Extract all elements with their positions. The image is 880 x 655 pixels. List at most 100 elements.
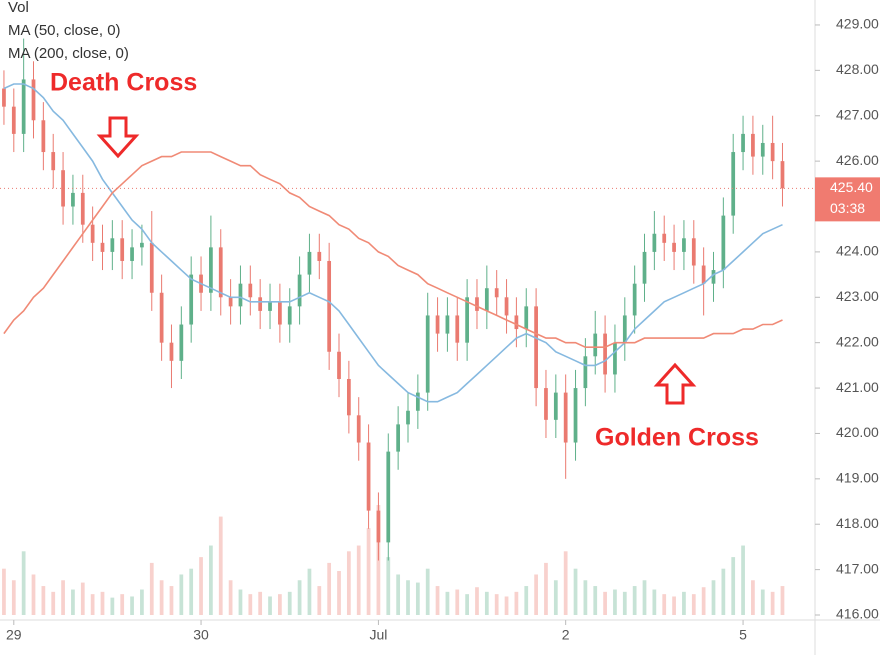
candle-body	[110, 238, 115, 252]
moving-average-line	[3, 151, 783, 348]
candle-body	[386, 451, 391, 543]
volume-bar	[21, 551, 26, 615]
volume-bar	[31, 574, 36, 615]
candle-body	[21, 79, 26, 134]
volume-bar	[189, 568, 194, 615]
candle-body	[435, 315, 440, 334]
volume-bar	[209, 545, 213, 615]
candle-body	[780, 161, 785, 189]
y-tick-label: 429.00	[836, 16, 879, 32]
candle-body	[751, 133, 755, 157]
candle-body	[366, 442, 371, 511]
candle-body	[691, 238, 696, 266]
x-tick-label: 29	[6, 627, 22, 643]
candle-body	[337, 351, 341, 379]
candle-body	[327, 260, 332, 352]
candle-body	[455, 315, 460, 343]
candle-body	[760, 142, 765, 157]
volume-bar	[396, 574, 401, 615]
volume-bar	[751, 580, 755, 615]
volume-bar	[573, 568, 578, 615]
candle-body	[238, 283, 243, 307]
candle-body	[278, 301, 282, 325]
volume-bar	[80, 582, 85, 615]
y-tick-label: 421.00	[836, 379, 879, 395]
candle-body	[632, 283, 637, 316]
moving-average-line	[3, 83, 783, 403]
volume-bar	[682, 591, 686, 615]
volume-bar	[366, 528, 371, 615]
volume-bar	[563, 551, 568, 615]
candle-body	[189, 274, 194, 325]
candle-body	[406, 410, 410, 425]
candle-body	[356, 415, 361, 443]
volume-bar	[514, 591, 519, 615]
y-tick-label: 424.00	[836, 243, 879, 259]
volume-bar	[278, 594, 282, 615]
volume-bar	[159, 580, 164, 615]
volume-bar	[199, 557, 203, 615]
candle-body	[248, 283, 253, 298]
volume-bar	[149, 562, 154, 615]
countdown-label: 03:38	[830, 200, 865, 216]
candle-body	[682, 238, 686, 252]
volume-bar	[41, 586, 46, 615]
candle-body	[61, 170, 65, 207]
volume-bar	[534, 574, 538, 615]
volume-bar	[130, 596, 134, 615]
y-tick-label: 419.00	[836, 470, 879, 486]
volume-bar	[61, 580, 65, 615]
candle-body	[268, 301, 272, 311]
y-tick-label: 417.00	[836, 560, 879, 576]
candle-body	[524, 306, 529, 330]
volume-bar	[90, 594, 95, 615]
candle-body	[711, 270, 716, 284]
volume-bar	[455, 589, 460, 615]
volume-bar	[258, 591, 263, 615]
y-tick-label: 416.00	[836, 606, 879, 622]
volume-bar	[179, 574, 184, 615]
candle-body	[593, 333, 598, 357]
legend-vol: Vol	[8, 0, 29, 16]
candle-body	[504, 297, 509, 316]
volume-bar	[327, 562, 332, 615]
candle-body	[376, 510, 381, 543]
volume-bar	[110, 597, 115, 615]
volume-bar	[691, 594, 696, 615]
volume-bar	[248, 594, 253, 615]
volume-bar	[524, 586, 529, 615]
candle-body	[770, 142, 775, 162]
candle-body	[563, 392, 568, 443]
volume-bar	[731, 557, 736, 615]
volume-bar	[613, 589, 617, 615]
candle-body	[209, 247, 213, 293]
candle-body	[475, 297, 479, 311]
volume-bar	[268, 596, 272, 615]
candle-body	[307, 251, 312, 275]
candle-body	[514, 315, 519, 330]
volume-bar	[415, 582, 420, 615]
candle-body	[642, 251, 647, 284]
volume-bar	[120, 594, 125, 615]
volume-bar	[662, 594, 667, 615]
candle-body	[71, 192, 75, 207]
volume-bar	[2, 568, 6, 615]
last-price-label: 425.40	[830, 179, 873, 195]
candle-body	[130, 247, 134, 261]
candle-body	[672, 242, 676, 252]
y-tick-label: 420.00	[836, 424, 879, 440]
candle-body	[425, 315, 430, 393]
volume-bar	[169, 586, 174, 615]
candle-body	[149, 242, 154, 293]
last-price-box	[815, 177, 880, 222]
volume-bar	[386, 557, 391, 615]
volume-bar	[51, 591, 56, 615]
y-tick-label: 426.00	[836, 152, 879, 168]
candle-body	[159, 292, 164, 343]
candle-body	[415, 392, 420, 411]
volume-bar	[701, 587, 706, 615]
candle-body	[721, 215, 726, 271]
candle-body	[741, 133, 745, 153]
volume-bar	[425, 568, 430, 615]
